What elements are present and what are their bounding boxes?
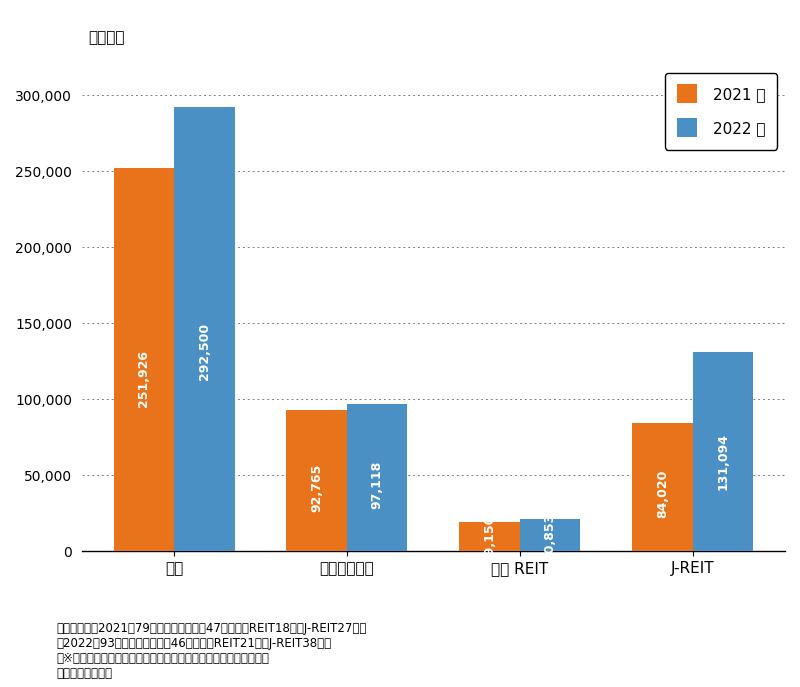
Bar [632, 423, 693, 551]
Text: 131,094: 131,094 [716, 433, 730, 490]
Bar [693, 352, 753, 551]
Text: 97,118: 97,118 [370, 460, 384, 509]
Bar [459, 522, 520, 551]
Text: 251,926: 251,926 [138, 350, 150, 407]
Text: 84,020: 84,020 [656, 469, 669, 518]
Text: （億円）: （億円） [88, 30, 124, 45]
Legend: 2021 年, 2022 年: 2021 年, 2022 年 [666, 73, 778, 150]
Text: 20,853: 20,853 [543, 513, 557, 561]
Text: 292,500: 292,500 [198, 323, 211, 380]
Text: 19,150: 19,150 [483, 514, 496, 562]
Bar [347, 403, 407, 551]
Text: 有効回答数：2021年79社（私募ファンド47社、私募REIT18社、J-REIT27社）
	2022年93社（私募ファンド46社、私募REIT21社、J-RE: 有効回答数：2021年79社（私募ファンド47社、私募REIT18社、J-REI… [56, 622, 366, 680]
Bar [174, 106, 234, 551]
Bar [520, 519, 580, 551]
Bar [286, 410, 347, 551]
Text: 92,765: 92,765 [310, 464, 323, 512]
Bar [114, 168, 174, 551]
